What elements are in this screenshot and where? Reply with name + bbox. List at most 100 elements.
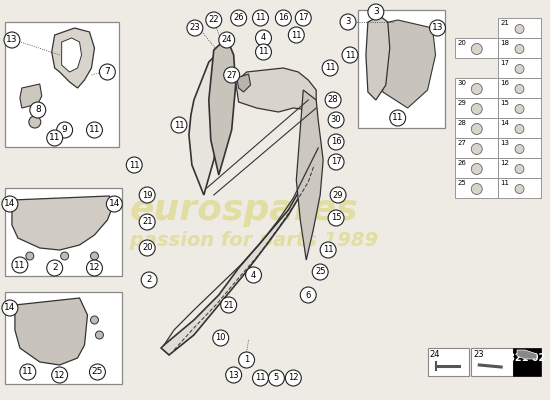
Text: 17: 17 — [298, 14, 309, 22]
Circle shape — [268, 370, 284, 386]
Circle shape — [328, 112, 344, 128]
Text: 22: 22 — [208, 16, 219, 24]
Text: 27: 27 — [227, 70, 237, 80]
Polygon shape — [12, 196, 111, 250]
FancyBboxPatch shape — [455, 138, 498, 158]
Circle shape — [515, 24, 524, 34]
Circle shape — [252, 10, 268, 26]
Circle shape — [221, 297, 236, 313]
Text: 29: 29 — [333, 190, 343, 200]
FancyBboxPatch shape — [358, 10, 446, 128]
Polygon shape — [236, 74, 251, 92]
FancyBboxPatch shape — [5, 22, 119, 147]
Text: 18: 18 — [500, 40, 509, 46]
Text: 4: 4 — [251, 270, 256, 280]
Text: 25: 25 — [315, 268, 326, 276]
FancyBboxPatch shape — [5, 188, 122, 276]
Text: 13: 13 — [500, 140, 509, 146]
Circle shape — [60, 252, 69, 260]
Circle shape — [139, 187, 155, 203]
FancyBboxPatch shape — [498, 118, 541, 138]
Text: 30: 30 — [458, 80, 466, 86]
Text: 14: 14 — [4, 304, 15, 312]
Polygon shape — [517, 350, 537, 359]
Polygon shape — [296, 90, 323, 260]
Circle shape — [126, 157, 142, 173]
Circle shape — [86, 260, 102, 276]
Circle shape — [340, 14, 356, 30]
Text: 15: 15 — [500, 100, 509, 106]
Polygon shape — [20, 84, 42, 108]
Circle shape — [57, 122, 73, 138]
Circle shape — [2, 300, 18, 316]
Text: 20: 20 — [142, 244, 152, 252]
Text: 14: 14 — [500, 120, 509, 126]
Text: 2: 2 — [52, 264, 58, 272]
Circle shape — [276, 10, 292, 26]
Circle shape — [213, 330, 229, 346]
Text: eurospares: eurospares — [129, 193, 358, 227]
Circle shape — [4, 32, 20, 48]
Circle shape — [226, 367, 241, 383]
Circle shape — [515, 184, 524, 194]
Circle shape — [230, 10, 246, 26]
Text: 11: 11 — [129, 160, 140, 170]
Text: 23: 23 — [474, 350, 484, 359]
Text: 12: 12 — [500, 160, 509, 166]
Circle shape — [515, 124, 524, 134]
Text: 13: 13 — [228, 370, 239, 380]
Text: 12: 12 — [89, 264, 100, 272]
Circle shape — [47, 260, 63, 276]
FancyBboxPatch shape — [455, 98, 498, 118]
Circle shape — [206, 12, 222, 28]
Text: 16: 16 — [331, 138, 342, 146]
Text: 11: 11 — [258, 48, 269, 56]
FancyBboxPatch shape — [455, 178, 498, 198]
Circle shape — [515, 104, 524, 114]
Text: 26: 26 — [458, 160, 466, 166]
Circle shape — [330, 187, 346, 203]
Text: 30: 30 — [331, 116, 342, 124]
Text: 11: 11 — [22, 368, 34, 376]
Circle shape — [91, 252, 98, 260]
Text: 25: 25 — [458, 180, 466, 186]
Circle shape — [300, 287, 316, 303]
Polygon shape — [209, 38, 235, 175]
FancyBboxPatch shape — [498, 78, 541, 98]
Text: 16: 16 — [278, 14, 289, 22]
Circle shape — [471, 124, 482, 134]
Text: 13: 13 — [432, 24, 443, 32]
Circle shape — [239, 352, 255, 368]
Circle shape — [139, 240, 155, 256]
Circle shape — [390, 110, 406, 126]
Circle shape — [171, 117, 187, 133]
Text: 12: 12 — [288, 374, 299, 382]
Text: 6: 6 — [306, 290, 311, 300]
Text: 11: 11 — [291, 30, 301, 40]
Polygon shape — [376, 20, 436, 108]
Circle shape — [20, 364, 36, 380]
FancyBboxPatch shape — [5, 292, 122, 384]
Circle shape — [12, 257, 28, 273]
Circle shape — [515, 44, 524, 54]
Circle shape — [246, 267, 261, 283]
Text: 5: 5 — [274, 374, 279, 382]
Circle shape — [106, 196, 122, 212]
FancyBboxPatch shape — [513, 348, 541, 376]
Text: 11: 11 — [89, 126, 100, 134]
FancyBboxPatch shape — [427, 348, 469, 376]
Text: 24: 24 — [430, 350, 440, 359]
Text: 11: 11 — [500, 180, 509, 186]
Circle shape — [100, 64, 116, 80]
FancyBboxPatch shape — [498, 98, 541, 118]
Circle shape — [471, 164, 482, 174]
Circle shape — [219, 32, 235, 48]
Text: 11: 11 — [174, 120, 184, 130]
Text: 28: 28 — [458, 120, 466, 126]
Circle shape — [47, 130, 63, 146]
Text: 11: 11 — [14, 260, 26, 270]
Circle shape — [91, 316, 98, 324]
Polygon shape — [52, 28, 95, 88]
Circle shape — [139, 214, 155, 230]
Text: 17: 17 — [500, 60, 509, 66]
